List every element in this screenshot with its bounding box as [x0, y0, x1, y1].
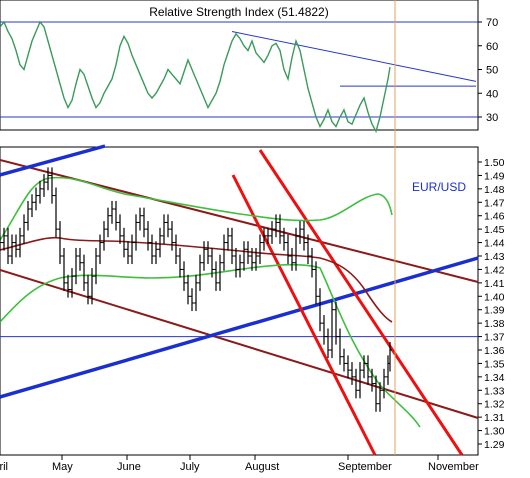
rsi-trendlines — [231, 31, 477, 87]
rsi-reference-lines — [0, 21, 478, 118]
rsi-y-axis: 30 40 50 60 70 — [478, 17, 498, 124]
rsi-tick-label: 40 — [486, 88, 498, 100]
price-bars — [0, 167, 392, 412]
rsi-tick-label: 70 — [486, 17, 498, 29]
price-tick-label: 1.38 — [484, 318, 505, 330]
price-tick-label: 1.48 — [484, 184, 505, 196]
price-tick-label: 1.46 — [484, 211, 505, 223]
rsi-series-line — [0, 20, 391, 134]
red-channel-right — [258, 149, 464, 456]
rsi-panel-frame — [0, 0, 479, 131]
price-tick-label: 1.33 — [484, 385, 505, 397]
x-tick-label: April — [0, 461, 8, 473]
price-tick-label: 1.31 — [484, 412, 505, 424]
upper-band — [0, 176, 393, 241]
red-channel-left — [231, 174, 377, 456]
price-tick-label: 1.47 — [484, 197, 505, 209]
price-tick-label: 1.32 — [484, 399, 505, 411]
x-tick-label: September — [338, 461, 392, 473]
price-tick-label: 1.40 — [484, 291, 505, 303]
price-tick-label: 1.35 — [484, 358, 505, 370]
price-tick-label: 1.44 — [484, 238, 505, 250]
x-axis-labels: April May June July August September November — [0, 455, 479, 473]
price-tick-label: 1.49 — [484, 170, 505, 182]
x-tick-label: July — [180, 461, 200, 473]
upper-blue-trend-line — [0, 144, 106, 177]
rsi-trendline — [231, 31, 477, 82]
price-panel-frame — [0, 146, 479, 456]
price-tick-label: 1.37 — [484, 332, 505, 344]
lower-band — [0, 263, 421, 428]
rsi-tick-label: 50 — [486, 65, 498, 77]
price-y-axis: 1.291.30 1.311.32 1.331.34 1.351.361.37 1.38… — [478, 157, 505, 451]
rsi-tick-label: 60 — [486, 41, 498, 53]
lower-down-channel-line — [0, 269, 479, 419]
lower-blue-trend-line — [0, 256, 479, 399]
price-tick-label: 1.41 — [484, 278, 505, 290]
price-tick-label: 1.39 — [484, 305, 505, 317]
price-tick-label: 1.30 — [484, 426, 505, 438]
x-tick-label: August — [245, 461, 279, 473]
price-tick-label: 1.36 — [484, 345, 505, 357]
x-tick-label: May — [52, 461, 73, 473]
rsi-tick-label: 30 — [486, 112, 498, 124]
price-tick-label: 1.42 — [484, 264, 505, 276]
pair-label: EUR/USD — [412, 180, 466, 194]
price-tick-label: 1.34 — [484, 372, 505, 384]
price-tick-label: 1.45 — [484, 224, 505, 236]
x-tick-label: November — [428, 461, 479, 473]
price-tick-label: 1.43 — [484, 251, 505, 263]
x-tick-label: June — [117, 461, 141, 473]
price-tick-label: 1.50 — [484, 157, 505, 169]
rsi-title: Relative Strength Index (51.4822) — [149, 5, 328, 19]
price-tick-label: 1.29 — [484, 439, 505, 451]
